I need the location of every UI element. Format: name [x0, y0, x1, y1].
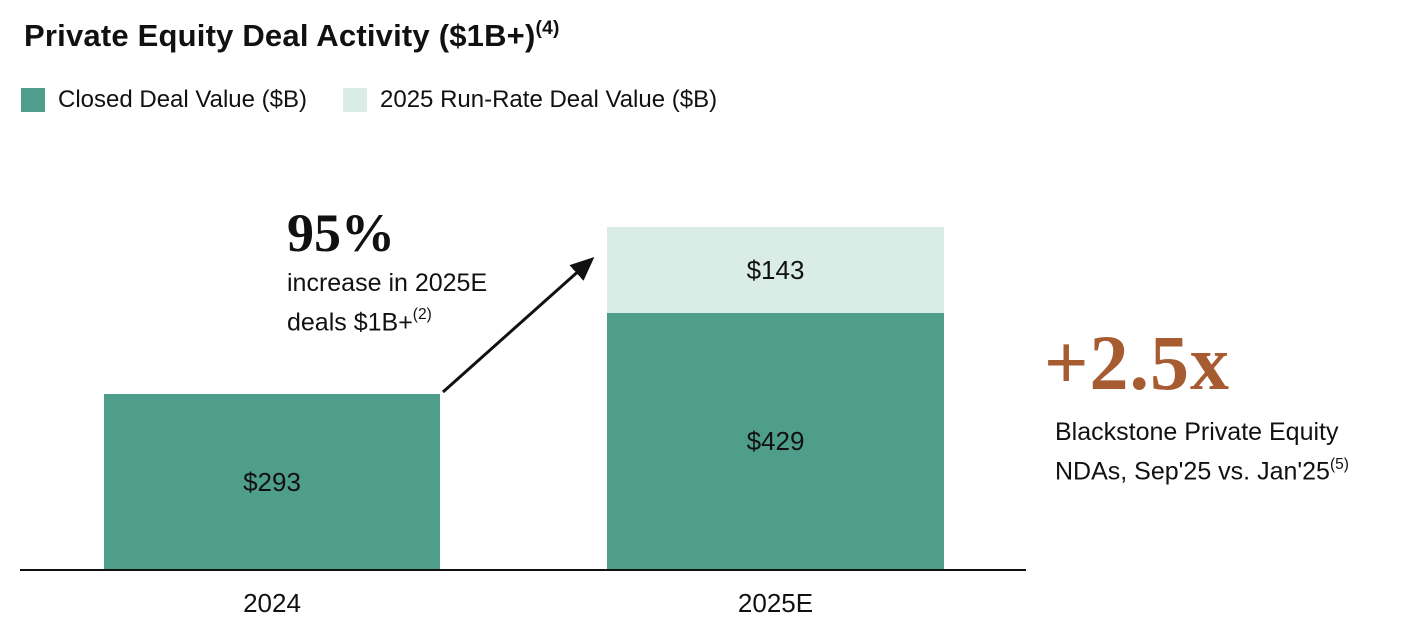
side-stat: +2.5x Blackstone Private Equity NDAs, Se… — [1044, 319, 1349, 488]
growth-annotation-line2: deals $1B+(2) — [287, 300, 487, 339]
bar-2025e-closed-segment: $429 — [607, 313, 944, 570]
bar-2025e-closed-value: $429 — [746, 426, 805, 456]
growth-annotation: 95% increase in 2025E deals $1B+(2) — [287, 206, 487, 339]
side-stat-line2: NDAs, Sep'25 vs. Jan'25(5) — [1044, 449, 1349, 488]
x-tick-label-2024: 2024 — [243, 588, 301, 618]
legend-item-closed: Closed Deal Value ($B) — [21, 86, 307, 114]
chart-legend: Closed Deal Value ($B) 2025 Run-Rate Dea… — [21, 86, 717, 114]
page-title-footnote: (4) — [535, 17, 560, 39]
legend-swatch-run-rate — [343, 88, 368, 112]
bar-2024: $293 — [104, 394, 440, 570]
page-title: Private Equity Deal Activity ($1B+)(4) — [24, 18, 560, 54]
bar-2025e-run-rate-segment: $143 — [607, 227, 944, 313]
growth-annotation-line1: increase in 2025E — [287, 269, 488, 297]
side-stat-line2-text: NDAs, Sep'25 vs. Jan'25 — [1055, 457, 1330, 486]
page-title-text: Private Equity Deal Activity ($1B+) — [24, 18, 536, 53]
growth-annotation-footnote: (2) — [412, 306, 432, 324]
growth-headline: 95% — [287, 203, 395, 263]
growth-arrow-icon — [442, 257, 595, 394]
legend-swatch-closed — [21, 88, 45, 112]
growth-annotation-line2-text: deals $1B+ — [287, 308, 413, 337]
bar-2025e-run-rate-value: $143 — [746, 254, 805, 285]
side-stat-value: +2.5x — [1044, 319, 1230, 406]
bar-2024-closed-value: $293 — [243, 466, 301, 497]
legend-label-closed: Closed Deal Value ($B) — [58, 86, 308, 113]
legend-item-run-rate: 2025 Run-Rate Deal Value ($B) — [343, 86, 717, 114]
x-tick-label-2025e: 2025E — [737, 588, 814, 618]
legend-label-run-rate: 2025 Run-Rate Deal Value ($B) — [380, 86, 718, 113]
bar-2024-closed-segment: $293 — [104, 394, 440, 570]
bar-2025e: $143 $429 — [607, 227, 944, 570]
side-stat-line1: Blackstone Private Equity — [1055, 418, 1339, 447]
x-axis-line — [20, 569, 1026, 571]
side-stat-footnote: (5) — [1329, 455, 1349, 473]
